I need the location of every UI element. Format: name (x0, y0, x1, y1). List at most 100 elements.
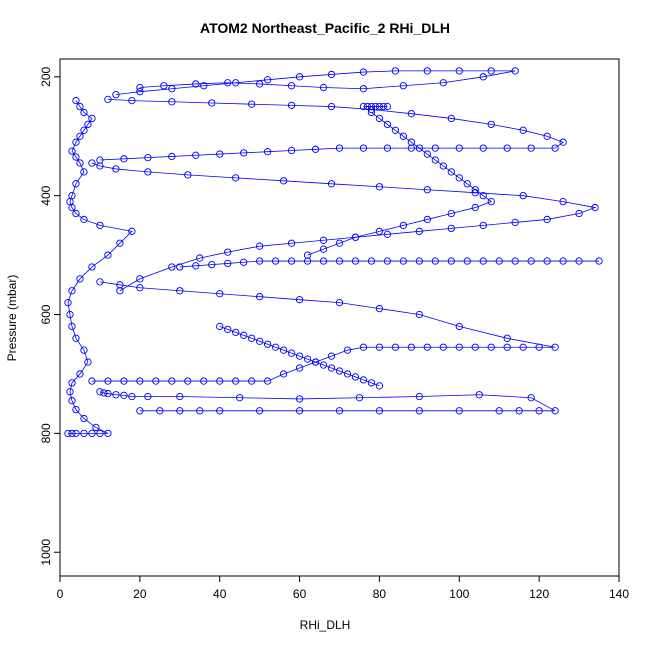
data-point (295, 395, 304, 403)
data-point (196, 407, 204, 415)
data-point (168, 263, 176, 271)
data-point (391, 67, 400, 75)
data-point (327, 180, 336, 188)
data-point (76, 275, 84, 283)
data-point (287, 101, 296, 110)
data-point (84, 358, 92, 366)
x-tick-label: 40 (213, 587, 227, 601)
data-point (176, 287, 184, 295)
data-point (375, 343, 384, 351)
data-point (88, 377, 96, 385)
data-point (343, 370, 352, 378)
x-tick-label: 80 (373, 587, 387, 601)
data-point (255, 80, 264, 88)
data-point (112, 91, 120, 99)
data-point (375, 407, 384, 415)
data-point (311, 358, 320, 366)
data-point (248, 100, 256, 108)
data-point (551, 144, 559, 152)
series-line (99, 391, 556, 412)
data-point (160, 82, 168, 90)
data-point (375, 382, 384, 390)
data-point (216, 150, 224, 158)
data-point (136, 377, 144, 385)
x-tick-label: 0 (57, 587, 64, 601)
data-point (68, 147, 76, 155)
data-point (423, 215, 431, 224)
data-point (399, 257, 408, 265)
data-point (375, 183, 384, 191)
data-point (295, 407, 304, 415)
data-point (72, 429, 80, 438)
data-point (248, 334, 256, 342)
data-point (96, 221, 104, 230)
data-point (279, 177, 288, 185)
data-point (72, 138, 80, 146)
data-point (76, 159, 84, 167)
data-point (423, 150, 431, 158)
data-point (68, 287, 76, 295)
data-point (447, 257, 455, 265)
data-point (287, 349, 296, 357)
data-point (216, 322, 224, 331)
data-point (359, 343, 368, 351)
data-point (343, 346, 352, 354)
data-point (96, 388, 104, 396)
data-point (423, 67, 431, 75)
data-point (72, 334, 80, 342)
data-point (84, 120, 92, 129)
data-point (120, 155, 128, 163)
data-point (104, 377, 112, 385)
data-point (279, 370, 288, 378)
data-point (271, 343, 280, 351)
data-point (80, 429, 88, 438)
data-point (96, 278, 104, 286)
data-point (176, 407, 184, 415)
data-point (327, 352, 336, 360)
data-point (112, 165, 120, 173)
x-tick-label: 140 (609, 587, 629, 601)
data-point (240, 149, 248, 157)
data-point (68, 322, 76, 331)
data-point (359, 85, 368, 93)
data-point (495, 257, 503, 265)
data-point (367, 108, 376, 117)
data-point (543, 132, 551, 140)
data-point (136, 88, 144, 96)
data-point (359, 144, 368, 152)
data-point (383, 230, 392, 238)
chart-title: ATOM2 Northeast_Pacific_2 RHi_DLH (200, 20, 450, 36)
data-point (511, 257, 519, 265)
data-point (104, 389, 112, 398)
data-point (120, 391, 128, 399)
data-point (363, 102, 372, 111)
data-point (136, 275, 144, 283)
data-point (527, 394, 535, 402)
data-point (263, 148, 272, 156)
data-point (287, 82, 296, 90)
data-point (200, 82, 208, 90)
data-point (152, 377, 160, 385)
data-point (511, 218, 519, 227)
data-point (100, 389, 108, 397)
data-point (515, 407, 523, 415)
data-point (255, 242, 264, 250)
data-point (68, 397, 76, 405)
data-point (303, 257, 312, 265)
data-point (88, 159, 96, 167)
data-point (431, 257, 439, 265)
y-tick-label: 1000 (39, 539, 53, 566)
data-point (335, 144, 344, 152)
data-point (303, 355, 312, 363)
data-point (216, 377, 224, 385)
data-point (271, 257, 280, 265)
data-point (383, 144, 392, 152)
data-point (279, 346, 288, 354)
data-point (255, 257, 264, 265)
data-point (80, 346, 88, 354)
data-point (303, 251, 312, 259)
data-point (487, 67, 495, 75)
data-point (519, 192, 527, 200)
data-point (116, 287, 124, 295)
